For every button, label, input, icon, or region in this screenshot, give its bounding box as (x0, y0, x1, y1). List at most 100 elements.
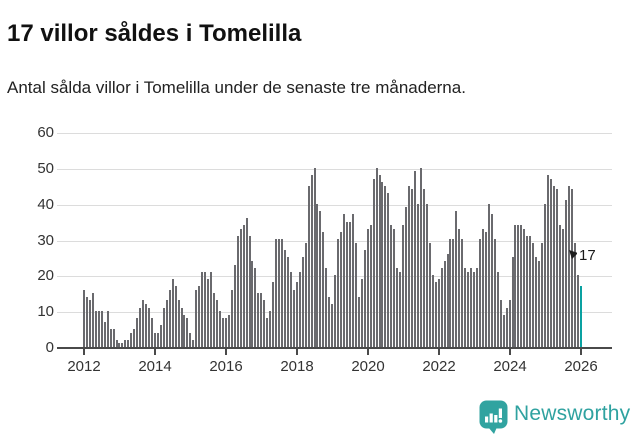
bar (369, 225, 372, 347)
x-axis-tick-label: 2024 (493, 358, 527, 375)
newsworthy-logo[interactable]: Newsworthy (479, 399, 631, 435)
x-axis-tick-label: 2012 (67, 358, 101, 375)
bar (130, 333, 133, 347)
x-axis-tick-label: 2014 (138, 358, 172, 375)
bar (467, 272, 470, 347)
bar (340, 232, 343, 347)
bar (145, 304, 148, 347)
x-axis-tick-label: 2016 (209, 358, 243, 375)
bar (372, 179, 375, 347)
bar (283, 250, 286, 347)
bar (541, 243, 544, 347)
bar (127, 340, 130, 347)
bar (233, 265, 236, 347)
bar (573, 243, 576, 347)
x-axis-tick (509, 349, 511, 355)
bar (195, 290, 198, 347)
y-axis-tick-label: 0 (45, 339, 54, 356)
bar (153, 333, 156, 347)
bar (159, 325, 162, 347)
bar (162, 308, 165, 347)
bar (313, 168, 316, 347)
bar (529, 236, 532, 347)
y-axis-tick-label: 40 (37, 196, 54, 213)
bar (281, 239, 283, 347)
bar (168, 290, 171, 347)
value-annotation: 17 (577, 247, 598, 264)
page-title: 17 villor såldes i Tomelilla (7, 20, 302, 48)
bar (440, 268, 443, 347)
bar (322, 232, 325, 347)
gridline (57, 169, 612, 170)
bar (526, 236, 529, 347)
bar (139, 308, 142, 347)
newsworthy-wordmark: Newsworthy (514, 402, 631, 425)
bar (112, 329, 115, 347)
bar (266, 318, 269, 347)
bar (245, 218, 248, 347)
bar (103, 322, 106, 347)
bar (493, 239, 496, 347)
bar (538, 261, 541, 347)
bar (523, 229, 526, 347)
bar (555, 189, 558, 347)
bar (464, 268, 467, 347)
bar (210, 272, 213, 347)
y-axis-tick-label: 20 (37, 267, 54, 284)
bar (567, 186, 570, 347)
bar (325, 268, 328, 347)
bar (502, 315, 505, 347)
bar (124, 340, 127, 347)
bar (399, 272, 402, 347)
bar (198, 286, 201, 347)
bar (118, 343, 121, 347)
bar (458, 229, 461, 347)
bar (180, 308, 183, 347)
bar (328, 297, 331, 347)
bar (201, 272, 204, 347)
bar (186, 318, 189, 347)
bar (115, 340, 118, 347)
bar (346, 222, 349, 347)
bar (446, 254, 449, 347)
bar (402, 225, 405, 347)
bar (532, 243, 535, 347)
x-axis-tick-label: 2022 (422, 358, 456, 375)
highlighted-bar (579, 286, 582, 347)
bar (177, 300, 180, 347)
x-axis-tick (367, 349, 369, 355)
bar (484, 232, 487, 347)
bar (393, 229, 396, 347)
bar (248, 236, 251, 347)
bar (263, 300, 266, 347)
bar (230, 290, 233, 347)
bar (257, 293, 260, 347)
bar (511, 257, 514, 347)
bar (479, 239, 482, 347)
page-subtitle: Antal sålda villor i Tomelilla under de … (7, 78, 466, 97)
bar (275, 239, 278, 347)
bar (272, 282, 275, 347)
bar (343, 214, 346, 347)
x-axis-tick-label: 2018 (280, 358, 314, 375)
bar (496, 272, 499, 347)
bar (419, 168, 422, 347)
bar (83, 290, 85, 347)
bar (481, 229, 484, 347)
bar (514, 225, 517, 347)
bar (437, 279, 440, 347)
bar (251, 261, 254, 347)
bar (499, 300, 502, 347)
bar (428, 243, 431, 347)
bar (307, 186, 310, 347)
bar (286, 257, 289, 347)
bar (508, 300, 511, 347)
bar (434, 282, 437, 347)
bar (520, 225, 523, 347)
bar (443, 261, 446, 347)
bar (213, 293, 216, 347)
bar (295, 282, 298, 347)
bar (561, 229, 564, 347)
bar (449, 239, 452, 347)
